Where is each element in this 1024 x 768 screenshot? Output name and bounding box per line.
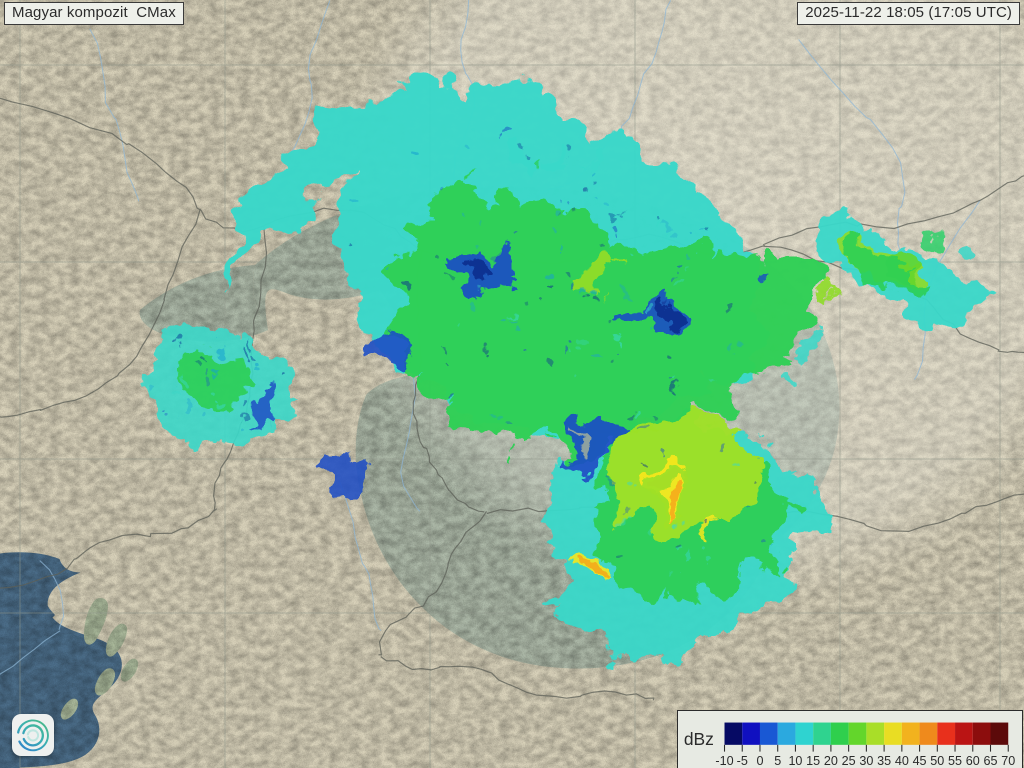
svg-text:70: 70: [1001, 754, 1015, 768]
svg-text:-5: -5: [737, 754, 748, 768]
svg-text:-10: -10: [715, 754, 733, 768]
svg-text:15: 15: [806, 754, 820, 768]
svg-text:55: 55: [948, 754, 962, 768]
svg-text:25: 25: [842, 754, 856, 768]
svg-text:65: 65: [984, 754, 998, 768]
svg-text:35: 35: [877, 754, 891, 768]
svg-text:45: 45: [913, 754, 927, 768]
svg-text:50: 50: [930, 754, 944, 768]
svg-text:0: 0: [756, 754, 763, 768]
svg-text:60: 60: [966, 754, 980, 768]
svg-text:5: 5: [774, 754, 781, 768]
svg-text:20: 20: [824, 754, 838, 768]
svg-text:10: 10: [788, 754, 802, 768]
svg-text:dBz: dBz: [684, 729, 714, 749]
svg-text:40: 40: [895, 754, 909, 768]
svg-text:30: 30: [859, 754, 873, 768]
